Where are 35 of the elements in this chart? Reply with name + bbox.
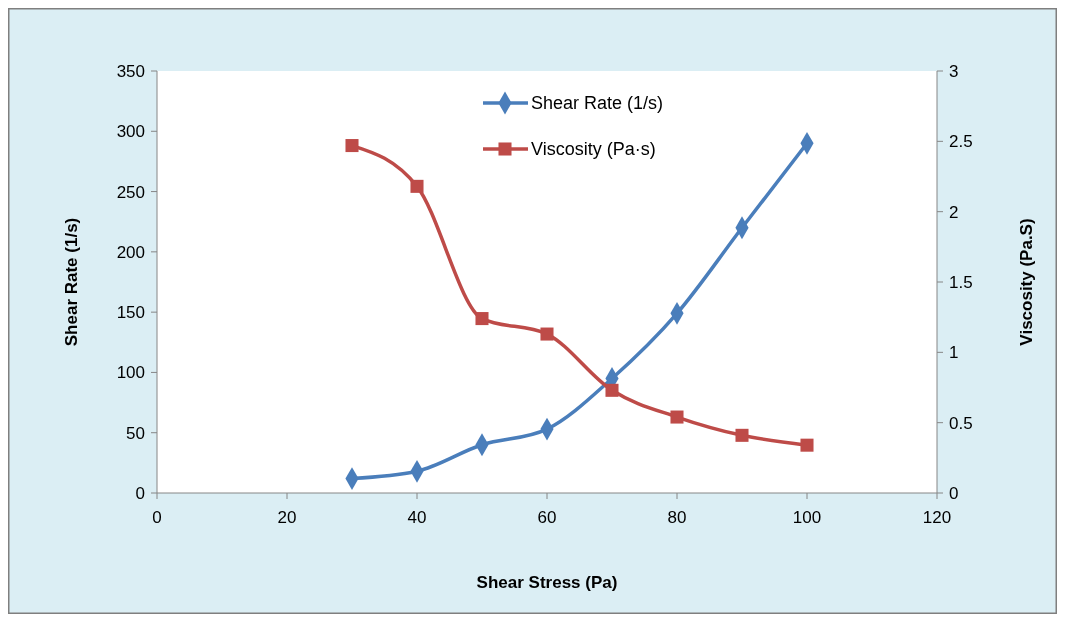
x-tick-label: 80 bbox=[667, 508, 687, 527]
y-tick-label: 300 bbox=[116, 122, 145, 142]
y2-tick-label: 0.5 bbox=[949, 413, 973, 433]
y-tick-label: 50 bbox=[126, 423, 145, 443]
point bbox=[410, 179, 424, 193]
y-tick-label: 150 bbox=[116, 303, 145, 323]
point bbox=[540, 327, 554, 341]
y2-tick-label: 0 bbox=[949, 483, 959, 503]
x-tick-label: 100 bbox=[792, 508, 822, 527]
legend-label: Viscosity (Pa·s) bbox=[531, 139, 656, 160]
x-tick-label: 0 bbox=[152, 508, 162, 527]
point bbox=[735, 428, 749, 442]
x-tick-label: 20 bbox=[277, 508, 297, 527]
y2-tick-label: 3 bbox=[949, 61, 959, 81]
x-axis-title: Shear Stress (Pa) bbox=[476, 573, 618, 592]
legend-label: Shear Rate (1/s) bbox=[531, 93, 664, 114]
x-tick-label: 120 bbox=[922, 508, 952, 527]
y-tick-label: 250 bbox=[116, 182, 145, 202]
point bbox=[475, 312, 489, 326]
y-tick-label: 0 bbox=[135, 483, 145, 503]
point bbox=[670, 410, 684, 424]
y2-tick-label: 2 bbox=[949, 202, 959, 222]
y-tick-label: 100 bbox=[116, 363, 145, 383]
y-tick-label: 350 bbox=[116, 61, 145, 81]
y-tick-label: 200 bbox=[116, 242, 145, 262]
x-tick-label: 40 bbox=[407, 508, 427, 527]
x-tick-label: 60 bbox=[537, 508, 557, 527]
point bbox=[605, 383, 619, 397]
point bbox=[800, 438, 814, 452]
y-axis-title: Shear Rate (1/s) bbox=[62, 217, 81, 347]
y2-tick-label: 1 bbox=[949, 343, 959, 363]
y2-tick-label: 2.5 bbox=[949, 132, 973, 152]
y2-tick-label: 1.5 bbox=[949, 272, 973, 292]
point bbox=[345, 139, 359, 153]
y2-axis-title: Viscosity (Pa.S) bbox=[1017, 218, 1036, 346]
